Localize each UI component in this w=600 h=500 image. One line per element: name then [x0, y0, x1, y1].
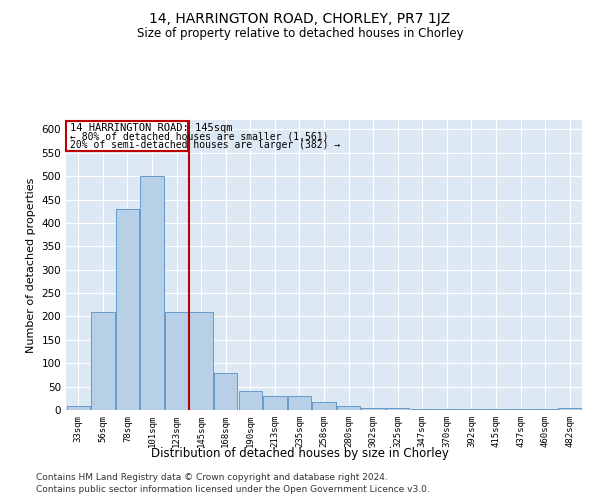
Bar — [214, 372, 238, 410]
Bar — [509, 408, 532, 410]
Text: 14, HARRINGTON ROAD, CHORLEY, PR7 1JZ: 14, HARRINGTON ROAD, CHORLEY, PR7 1JZ — [149, 12, 451, 26]
Text: Contains public sector information licensed under the Open Government Licence v3: Contains public sector information licen… — [36, 485, 430, 494]
Text: Distribution of detached houses by size in Chorley: Distribution of detached houses by size … — [151, 448, 449, 460]
Text: Contains HM Land Registry data © Crown copyright and database right 2024.: Contains HM Land Registry data © Crown c… — [36, 472, 388, 482]
Bar — [558, 408, 581, 410]
Bar — [116, 209, 139, 410]
Bar — [140, 176, 164, 410]
Bar — [435, 408, 458, 410]
Text: 20% of semi-detached houses are larger (382) →: 20% of semi-detached houses are larger (… — [70, 140, 340, 149]
Bar — [337, 406, 360, 410]
Bar — [410, 408, 434, 410]
Bar — [460, 408, 483, 410]
Bar — [533, 408, 557, 410]
Bar — [190, 312, 213, 410]
Bar — [361, 408, 385, 410]
Bar — [288, 396, 311, 410]
Bar — [313, 402, 335, 410]
Text: 14 HARRINGTON ROAD: 145sqm: 14 HARRINGTON ROAD: 145sqm — [70, 124, 233, 134]
Bar — [386, 408, 409, 410]
Bar — [67, 121, 188, 152]
Y-axis label: Number of detached properties: Number of detached properties — [26, 178, 36, 352]
Bar — [239, 392, 262, 410]
Bar — [91, 312, 115, 410]
Bar — [484, 408, 508, 410]
Text: Size of property relative to detached houses in Chorley: Size of property relative to detached ho… — [137, 28, 463, 40]
Text: ← 80% of detached houses are smaller (1,561): ← 80% of detached houses are smaller (1,… — [70, 132, 329, 141]
Bar — [67, 406, 90, 410]
Bar — [263, 396, 287, 410]
Bar — [165, 312, 188, 410]
